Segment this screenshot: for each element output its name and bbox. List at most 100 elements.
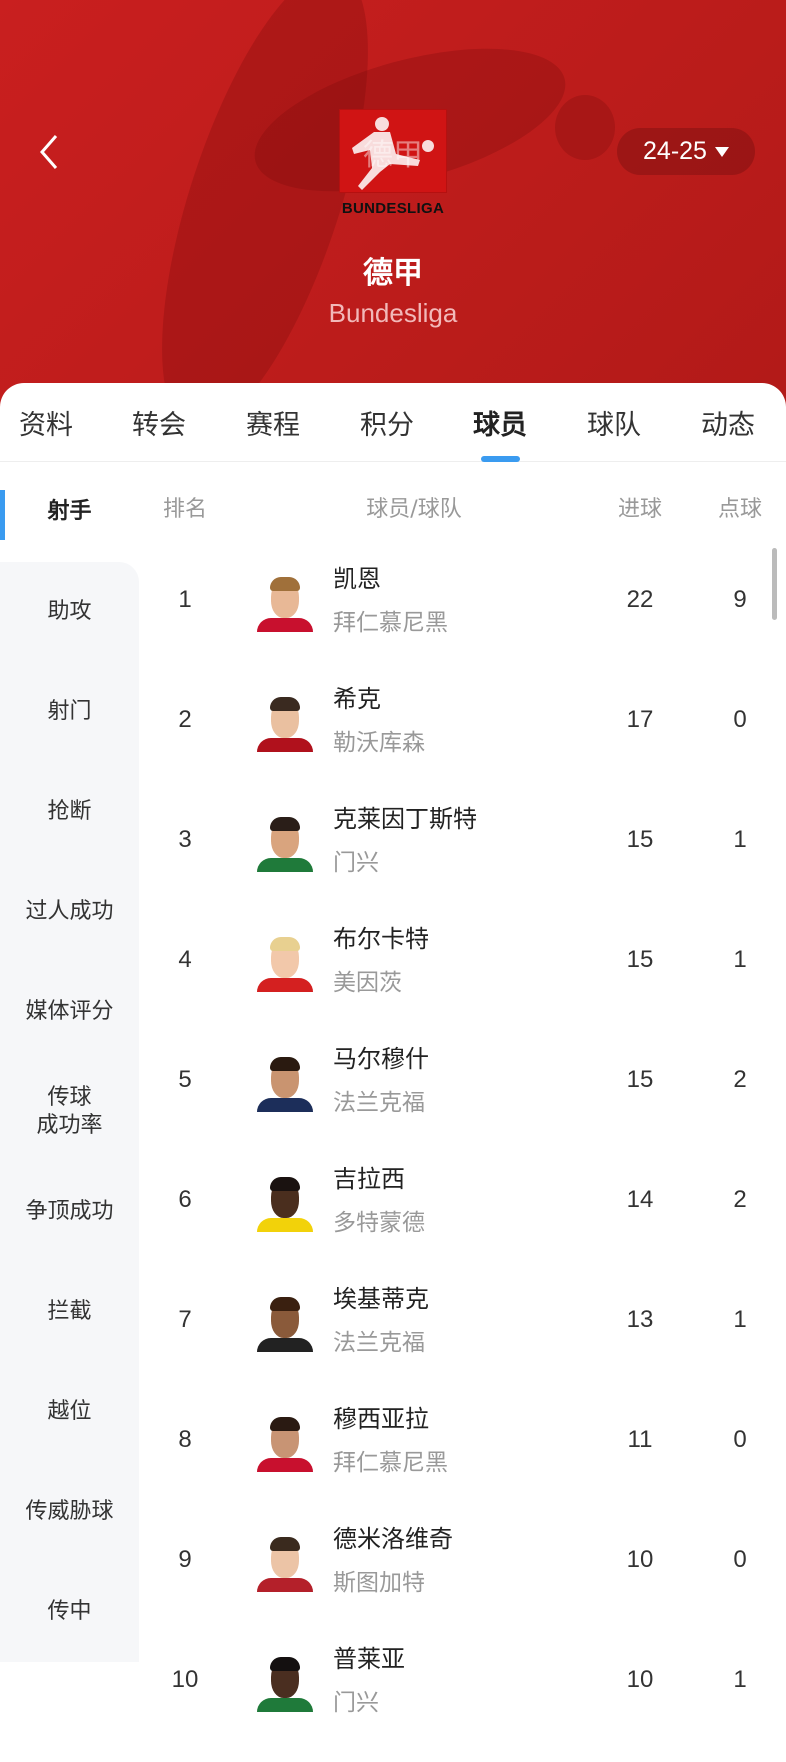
header-rank: 排名 <box>162 497 208 522</box>
sidebar-item-label: 拦截 <box>47 1299 92 1324</box>
tab-news[interactable]: 动态 <box>701 410 755 441</box>
table-row[interactable]: 5 马尔穆什 法兰克福 15 2 <box>139 1022 786 1142</box>
player-name[interactable]: 凯恩 <box>333 565 381 593</box>
player-name[interactable]: 埃基蒂克 <box>333 1285 429 1313</box>
table-row[interactable]: 7 埃基蒂克 法兰克福 13 1 <box>139 1262 786 1382</box>
header-player-team: 球员/球队 <box>366 497 462 522</box>
team-name[interactable]: 门兴 <box>333 850 379 876</box>
penalties: 0 <box>733 1546 747 1573</box>
sidebar-item[interactable]: 传中 <box>0 1562 139 1662</box>
player-name[interactable]: 马尔穆什 <box>333 1045 429 1073</box>
header-goals: 进球 <box>617 497 663 522</box>
active-category-indicator <box>0 490 5 540</box>
player-avatar <box>255 1172 315 1232</box>
sidebar-item[interactable]: 媒体评分 <box>0 962 139 1062</box>
team-name[interactable]: 多特蒙德 <box>333 1210 425 1236</box>
player-avatar <box>255 1412 315 1472</box>
penalties: 0 <box>733 1426 747 1453</box>
team-name[interactable]: 勒沃库森 <box>333 730 425 756</box>
player-name[interactable]: 希克 <box>333 685 381 713</box>
player-name[interactable]: 普莱亚 <box>333 1645 405 1673</box>
active-tab-indicator <box>481 456 520 462</box>
sidebar-item[interactable]: 传球 成功率 <box>0 1062 139 1162</box>
tab-teams[interactable]: 球队 <box>587 410 641 441</box>
tab-standings[interactable]: 积分 <box>360 410 414 441</box>
penalties: 1 <box>733 946 747 973</box>
goals: 11 <box>627 1426 653 1453</box>
rank: 6 <box>178 1186 192 1213</box>
penalties: 1 <box>733 1306 747 1333</box>
sidebar-item-label: 越位 <box>47 1399 92 1424</box>
sidebar-item[interactable]: 过人成功 <box>0 862 139 962</box>
tab-info[interactable]: 资料 <box>19 410 73 441</box>
team-name[interactable]: 拜仁慕尼黑 <box>333 1450 448 1476</box>
table-row[interactable]: 1 凯恩 拜仁慕尼黑 22 9 <box>139 542 786 662</box>
table-row[interactable]: 2 希克 勒沃库森 17 0 <box>139 662 786 782</box>
table-row[interactable]: 10 普莱亚 门兴 10 1 <box>139 1622 786 1742</box>
table-row[interactable]: 9 德米洛维奇 斯图加特 10 0 <box>139 1502 786 1622</box>
season-label: 24-25 <box>643 137 707 165</box>
team-name[interactable]: 斯图加特 <box>333 1570 425 1596</box>
team-name[interactable]: 拜仁慕尼黑 <box>333 610 448 636</box>
sidebar-item-label: 媒体评分 <box>25 999 114 1024</box>
player-avatar <box>255 1292 315 1352</box>
team-name[interactable]: 门兴 <box>333 1690 379 1716</box>
table-row[interactable]: 8 穆西亚拉拜仁慕尼黑 11 0 <box>139 1382 786 1502</box>
sidebar-item[interactable]: 越位 <box>0 1362 139 1462</box>
player-avatar <box>255 1532 315 1592</box>
goals: 15 <box>626 826 654 853</box>
penalties: 1 <box>733 1666 747 1693</box>
sidebar-item[interactable]: 争顶成功 <box>0 1162 139 1262</box>
sidebar-item-label: 传威胁球 <box>25 1499 114 1524</box>
player-name[interactable]: 克莱因丁斯特 <box>333 805 477 833</box>
rank: 8 <box>178 1426 192 1453</box>
rank: 2 <box>178 706 192 733</box>
rank: 3 <box>178 826 192 853</box>
player-avatar <box>255 692 315 752</box>
rank: 9 <box>178 1546 192 1573</box>
team-name[interactable]: 法兰克福 <box>333 1090 425 1116</box>
player-avatar <box>255 812 315 872</box>
table-row[interactable]: 3 克莱因丁斯特 门兴 15 1 <box>139 782 786 902</box>
player-avatar <box>255 1052 315 1112</box>
tab-transfers[interactable]: 转会 <box>132 410 186 441</box>
player-name[interactable]: 吉拉西 <box>333 1165 405 1193</box>
player-name[interactable]: 穆西亚拉 <box>333 1405 429 1433</box>
sidebar-item-label: 传中 <box>47 1599 92 1624</box>
sidebar-item[interactable]: 助攻 <box>0 562 139 662</box>
league-title: 德甲 <box>363 256 423 291</box>
goals: 13 <box>626 1306 654 1333</box>
table-row[interactable]: 6 吉拉西 多特蒙德 14 2 <box>139 1142 786 1262</box>
player-avatar <box>255 932 315 992</box>
goals: 17 <box>626 706 654 733</box>
penalties: 9 <box>733 586 747 613</box>
ball-silhouette <box>555 95 615 160</box>
content-panel: 资料 转会 赛程 积分 球员 球队 动态 射手助攻射门抢断过人成功媒体评分传球 … <box>0 383 786 1716</box>
chevron-left-icon[interactable] <box>30 132 70 172</box>
team-name[interactable]: 美因茨 <box>333 970 402 996</box>
player-name[interactable]: 德米洛维奇 <box>333 1525 453 1553</box>
logo-wordmark: BUNDESLIGA <box>341 200 445 217</box>
caret-down-icon <box>714 146 729 157</box>
team-name[interactable]: 法兰克福 <box>333 1330 425 1356</box>
logo-overlay-text: 德甲 <box>363 138 423 173</box>
season-selector[interactable]: 24-25 <box>617 128 755 175</box>
sidebar-item-label: 助攻 <box>47 599 92 624</box>
tab-players[interactable]: 球员 <box>473 410 527 441</box>
penalties: 2 <box>733 1186 747 1213</box>
sidebar-item[interactable]: 射手 <box>0 462 139 562</box>
sidebar-item[interactable]: 射门 <box>0 662 139 762</box>
sidebar-item[interactable]: 传威胁球 <box>0 1462 139 1562</box>
table-row[interactable]: 4 布尔卡特 美因茨 15 1 <box>139 902 786 1022</box>
tab-schedule[interactable]: 赛程 <box>246 410 300 441</box>
sidebar-item-label: 射门 <box>47 699 92 724</box>
goals: 22 <box>626 586 654 613</box>
sidebar-item[interactable]: 拦截 <box>0 1262 139 1362</box>
tab-bar: 资料 转会 赛程 积分 球员 球队 动态 <box>0 383 786 462</box>
bundesliga-logo: 德甲 <box>339 109 447 193</box>
sidebar-item-label: 过人成功 <box>25 899 114 924</box>
scrollbar[interactable] <box>772 548 777 620</box>
sidebar-item[interactable]: 抢断 <box>0 762 139 862</box>
penalties: 1 <box>733 826 747 853</box>
player-name[interactable]: 布尔卡特 <box>333 925 429 953</box>
